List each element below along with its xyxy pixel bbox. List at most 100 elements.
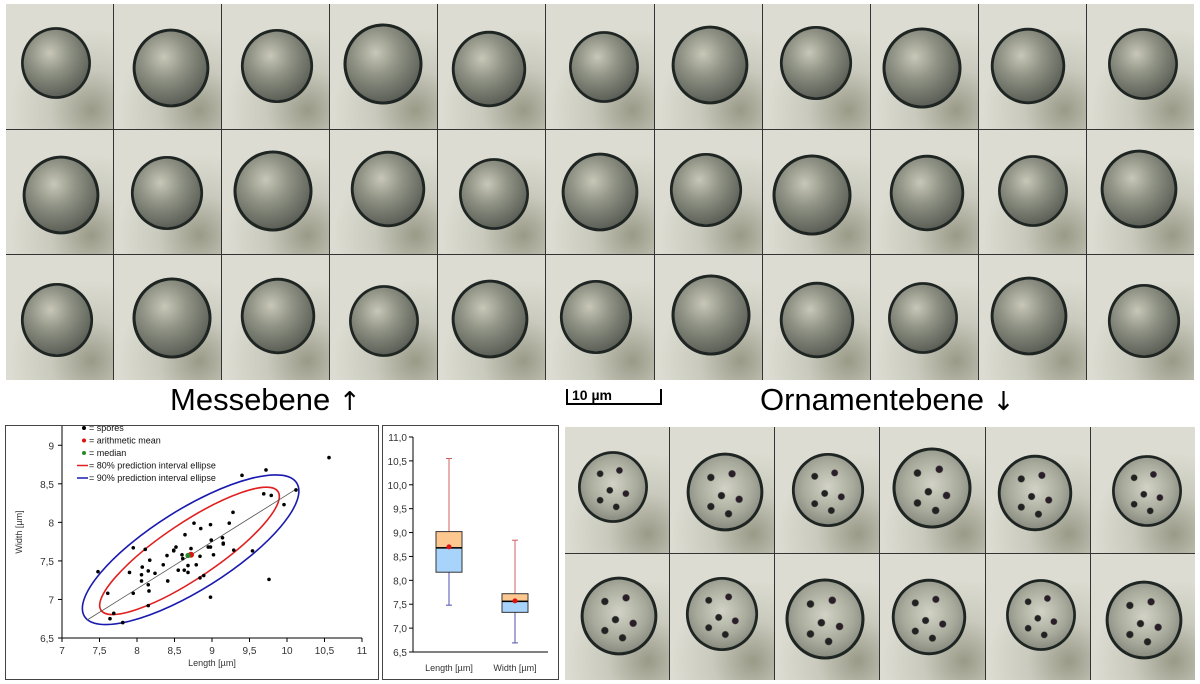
- spore: [240, 29, 313, 104]
- spore-point: [198, 554, 202, 559]
- spore: [792, 452, 865, 528]
- spore-photo: [1086, 129, 1194, 255]
- spore-photo: [114, 4, 222, 129]
- legend-entry: = spores: [89, 426, 124, 433]
- lower-box: [435, 547, 463, 573]
- spore-point: [146, 583, 151, 587]
- spore: [458, 158, 529, 230]
- spore: [20, 27, 91, 100]
- box-plot: 6,5 7,0 7,5 8,0 8,5 9,0 9,5 10,0 10,5 11,0 Length …: [388, 433, 548, 673]
- spore: [780, 26, 853, 101]
- spore-photo: [654, 129, 762, 255]
- spore-point: [264, 468, 268, 472]
- spore: [991, 28, 1066, 105]
- spore-point: [240, 473, 244, 478]
- spore: [882, 27, 962, 109]
- spore-point: [227, 521, 232, 525]
- spore: [686, 576, 759, 652]
- y-tick-label: 8,5: [393, 552, 407, 563]
- x-tick-label: 10: [281, 646, 293, 657]
- spore-point: [186, 563, 190, 568]
- spore-photo: [438, 4, 546, 129]
- measure-plane-text: Messebene: [170, 382, 331, 417]
- spore: [130, 155, 203, 231]
- spore-photo: [6, 4, 114, 129]
- spore: [888, 281, 959, 354]
- spore-point: [143, 547, 148, 552]
- spore-photo: [654, 4, 762, 129]
- spore-photo: [222, 255, 330, 380]
- spore-point: [140, 565, 145, 569]
- spore-photo: [775, 554, 880, 680]
- spore-point: [182, 568, 187, 572]
- spore: [350, 150, 426, 228]
- spore: [779, 281, 855, 358]
- y-tick-label: 10,0: [388, 481, 408, 492]
- spore-point: [208, 522, 213, 527]
- spore: [240, 277, 315, 354]
- spore: [1005, 579, 1076, 651]
- spore-point: [294, 488, 298, 492]
- y-tick-label: 8,0: [393, 576, 407, 587]
- spore-point: [192, 521, 196, 525]
- spore-point: [327, 455, 331, 460]
- spore: [1108, 283, 1181, 358]
- ellipse-90: [81, 474, 300, 626]
- spore-point: [208, 545, 213, 549]
- spore: [578, 451, 649, 523]
- spore-photo: [330, 129, 438, 255]
- spore-point: [208, 595, 213, 599]
- spore-point: [146, 603, 151, 608]
- spore-photo: [985, 554, 1090, 680]
- spore-photo: [654, 255, 762, 380]
- spore-point: [139, 579, 144, 583]
- spore: [22, 155, 99, 235]
- spore-point: [194, 562, 199, 567]
- spore: [1111, 455, 1182, 527]
- spore-photo: [222, 4, 330, 129]
- spore: [451, 279, 529, 359]
- spore-point: [180, 552, 184, 557]
- spore-point: [165, 553, 169, 558]
- spore-photo: [565, 554, 670, 680]
- y-tick-label: 7,5: [40, 557, 54, 568]
- x-axis-label: Length [µm]: [188, 658, 236, 668]
- spore-photo: [114, 129, 222, 255]
- spore-photo: [775, 427, 880, 553]
- spore-photo: [670, 427, 775, 553]
- spore: [671, 25, 749, 105]
- x-tick-label: 8: [134, 646, 140, 657]
- spore-point: [165, 579, 170, 583]
- spore-photo: [1086, 255, 1194, 380]
- y-tick-label: 8,5: [40, 480, 54, 491]
- spore-photo: [762, 255, 870, 380]
- spore-point: [174, 545, 178, 549]
- y-tick-label: 9,5: [393, 505, 407, 516]
- spore: [892, 447, 972, 529]
- spore: [998, 155, 1069, 227]
- legend-entry: = 90% prediction interval ellipse: [89, 473, 216, 483]
- legend-marker: [82, 438, 86, 443]
- spore: [348, 284, 419, 357]
- spore-point: [189, 546, 193, 551]
- box-plot-panel: 6,5 7,0 7,5 8,0 8,5 9,0 9,5 10,0 10,5 11,0 Length …: [382, 425, 559, 680]
- spore-point: [261, 492, 266, 496]
- legend-entry: = arithmetic mean: [89, 436, 161, 446]
- spore-point: [131, 546, 136, 550]
- spore-point: [131, 591, 136, 596]
- spore-photo: [870, 129, 978, 255]
- spore: [1101, 149, 1178, 229]
- spore-point: [105, 591, 110, 596]
- spore-photo: [565, 427, 670, 553]
- spore-point: [111, 611, 116, 616]
- spore-point: [209, 538, 214, 542]
- spore-photo: [6, 129, 114, 255]
- spore-point: [186, 570, 190, 575]
- arrow-down-icon: ↓: [992, 387, 1015, 417]
- spore: [561, 152, 639, 232]
- spore-photo: [546, 4, 654, 129]
- spore-point: [269, 493, 274, 498]
- spore-photo: [978, 255, 1086, 380]
- mean-point: [512, 598, 518, 604]
- mean-point: [446, 544, 452, 550]
